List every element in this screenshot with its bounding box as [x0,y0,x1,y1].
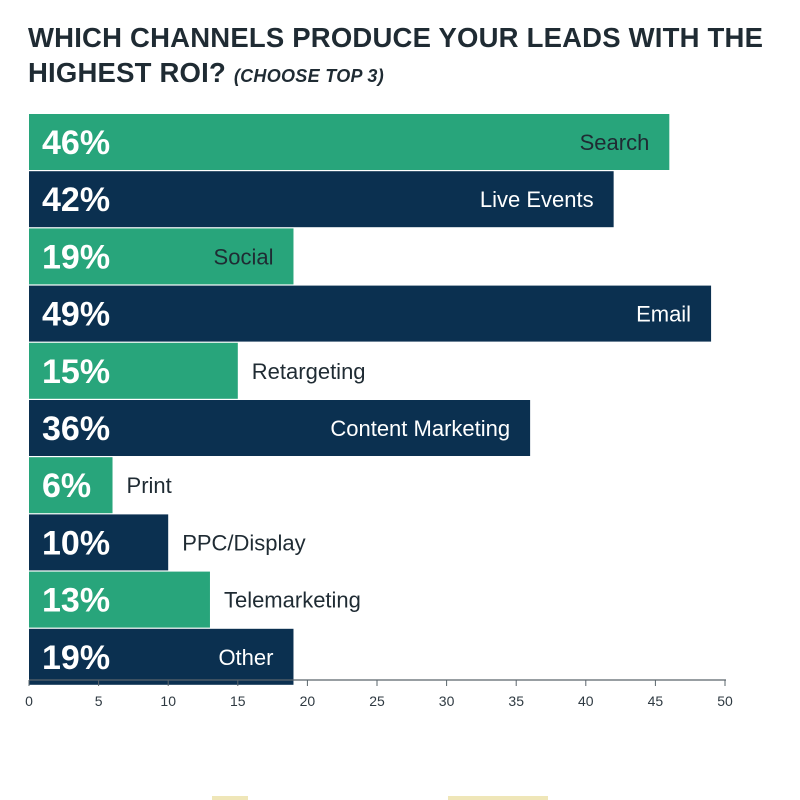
value-label-print: 6% [42,467,91,505]
x-tick-label-50: 50 [717,693,733,709]
x-tick-label-10: 10 [160,693,176,709]
bar-ppc-display [29,514,169,571]
x-tick-label-5: 5 [95,693,103,709]
value-label-retargeting: 15% [42,353,110,391]
bar-search [29,114,670,170]
bar-email [29,285,712,342]
value-label-email: 49% [42,296,110,334]
bar-live-events [29,171,614,228]
x-tick-label-0: 0 [25,693,33,709]
category-label-content-marketing: Content Marketing [330,416,510,441]
x-tick-label-25: 25 [369,693,385,709]
x-axis: 0 5 10 15 20 25 30 35 40 45 50 [25,679,733,709]
bars-group: 46% Search 42% Live Events 19% Social 49% Email… [29,114,712,685]
bar-telemarketing [29,571,210,628]
category-label-retargeting: Retargeting [252,359,366,384]
value-label-content-marketing: 36% [42,410,110,448]
bar-social [29,228,294,285]
value-label-social: 19% [42,238,110,276]
category-label-live-events: Live Events [480,187,594,212]
chart-title: WHICH CHANNELS PRODUCE YOUR LEADS WITH T… [28,20,788,94]
value-label-live-events: 42% [42,181,110,219]
category-label-search: Search [580,130,650,155]
value-label-search: 46% [42,124,110,162]
bar-print [29,457,113,514]
category-label-ppc-display: PPC/Display [182,530,305,555]
category-label-other: Other [218,645,273,670]
category-label-social: Social [214,244,274,269]
bar-content-marketing [29,400,531,456]
x-tick-label-35: 35 [508,693,524,709]
chart-title-text: WHICH CHANNELS PRODUCE YOUR LEADS WITH T… [28,22,764,88]
x-tick-label-20: 20 [300,693,316,709]
bar-other [29,628,294,685]
chart-subtitle: (CHOOSE TOP 3) [233,66,385,86]
bottom-decoration-right [448,796,548,800]
bar-retargeting [29,342,238,399]
value-label-ppc-display: 10% [42,524,110,562]
x-tick-label-40: 40 [578,693,594,709]
category-label-telemarketing: Telemarketing [224,588,361,613]
x-tick-label-15: 15 [230,693,246,709]
category-label-email: Email [636,302,691,327]
value-label-other: 19% [42,639,110,677]
value-label-telemarketing: 13% [42,582,110,620]
category-label-print: Print [127,473,172,498]
x-tick-label-30: 30 [439,693,455,709]
x-tick-label-45: 45 [648,693,664,709]
bottom-decoration-left [212,796,248,800]
